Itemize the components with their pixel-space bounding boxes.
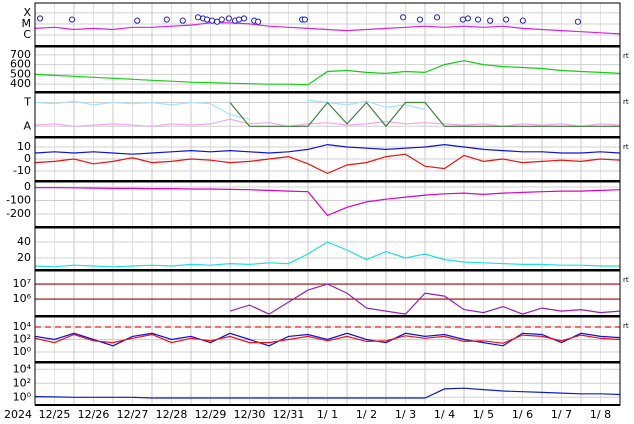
y-tick-label: 10⁶ <box>13 292 32 305</box>
y-tick-label: 10⁰ <box>13 345 32 358</box>
y-tick-label: 600 <box>10 58 31 71</box>
flare-marker <box>218 16 225 23</box>
flare-marker <box>194 14 202 21</box>
side-label: rt <box>623 276 629 284</box>
series-line <box>35 187 621 217</box>
side-label: rt <box>623 52 629 60</box>
x-tick-label: 12/27 <box>117 408 149 421</box>
x-tick-label: 12/29 <box>195 408 227 421</box>
y-tick-label: -200 <box>6 207 31 220</box>
side-label: rt <box>623 98 629 106</box>
y-tick-label: 10⁷ <box>13 277 31 290</box>
series-line <box>229 101 620 128</box>
series-line <box>34 333 621 344</box>
x-tick-label: 1/ 2 <box>356 408 377 421</box>
x-tick-label: 1/ 1 <box>317 408 338 421</box>
x-tick-label: 12/25 <box>39 408 71 421</box>
y-tick-label: 10⁴ <box>13 320 32 333</box>
flare-marker <box>163 16 170 23</box>
flare-marker <box>203 16 211 23</box>
flare-marker <box>474 16 482 23</box>
y-tick-label: 400 <box>10 77 31 90</box>
y-tick-label: 10² <box>13 376 31 389</box>
flare-marker <box>254 18 262 25</box>
flare-marker <box>179 17 186 24</box>
flare-marker <box>487 17 494 24</box>
flare-marker <box>68 16 76 23</box>
x-tick-label: 1/ 4 <box>434 408 455 421</box>
y-tick-label: 40 <box>17 235 31 248</box>
x-tick-label: 1/ 8 <box>590 408 611 421</box>
y-tick-label: 20 <box>17 251 31 264</box>
side-label: rt <box>623 143 629 151</box>
flare-marker <box>400 14 407 21</box>
flare-marker <box>464 15 471 22</box>
flare-marker <box>134 17 141 24</box>
series-line <box>229 283 621 315</box>
y-tick-label: 0 <box>24 152 31 165</box>
flare-marker <box>416 16 424 23</box>
series-line <box>34 387 621 399</box>
flare-marker <box>301 16 308 23</box>
year-label: 2024 <box>4 408 32 421</box>
flare-marker <box>208 17 216 24</box>
y-tick-label: 10⁴ <box>13 362 32 375</box>
y-tick-label: 500 <box>10 67 31 80</box>
y-tick-label: T <box>23 96 31 109</box>
x-tick-label: 12/31 <box>273 408 305 421</box>
y-tick-label: 700 <box>10 48 31 61</box>
x-tick-label: 12/30 <box>234 408 266 421</box>
series-line <box>34 143 621 155</box>
series-line <box>34 153 621 175</box>
flare-marker <box>235 16 243 23</box>
y-tick-label: A <box>23 119 31 132</box>
y-tick-label: -100 <box>6 194 31 207</box>
y-tick-label: 0 <box>24 180 31 193</box>
flare-marker <box>240 15 248 22</box>
series-line <box>34 60 621 86</box>
flare-marker <box>519 17 526 24</box>
x-tick-label: 12/28 <box>156 408 188 421</box>
y-tick-label: -10 <box>13 164 31 177</box>
series-line <box>34 118 621 127</box>
x-tick-label: 1/ 7 <box>551 408 572 421</box>
series-line <box>34 22 621 35</box>
series-line <box>34 241 620 268</box>
flare-marker <box>36 15 44 22</box>
y-tick-label: 10² <box>13 333 31 346</box>
y-tick-label: 10⁰ <box>13 390 32 403</box>
y-tick-label: C <box>23 28 31 41</box>
x-tick-label: 12/26 <box>78 408 110 421</box>
y-tick-label: X <box>23 6 31 19</box>
x-tick-label: 1/ 5 <box>473 408 494 421</box>
side-label: rt <box>623 322 629 330</box>
flare-marker <box>574 18 581 25</box>
flare-marker <box>225 15 232 22</box>
x-tick-label: 1/ 3 <box>395 408 416 421</box>
y-tick-label: 10 <box>17 140 31 153</box>
flare-marker <box>503 16 510 23</box>
series-line <box>34 332 621 347</box>
y-tick-label: M <box>22 17 32 30</box>
flare-marker <box>433 14 441 21</box>
x-tick-label: 1/ 6 <box>512 408 533 421</box>
flare-marker <box>459 16 466 23</box>
